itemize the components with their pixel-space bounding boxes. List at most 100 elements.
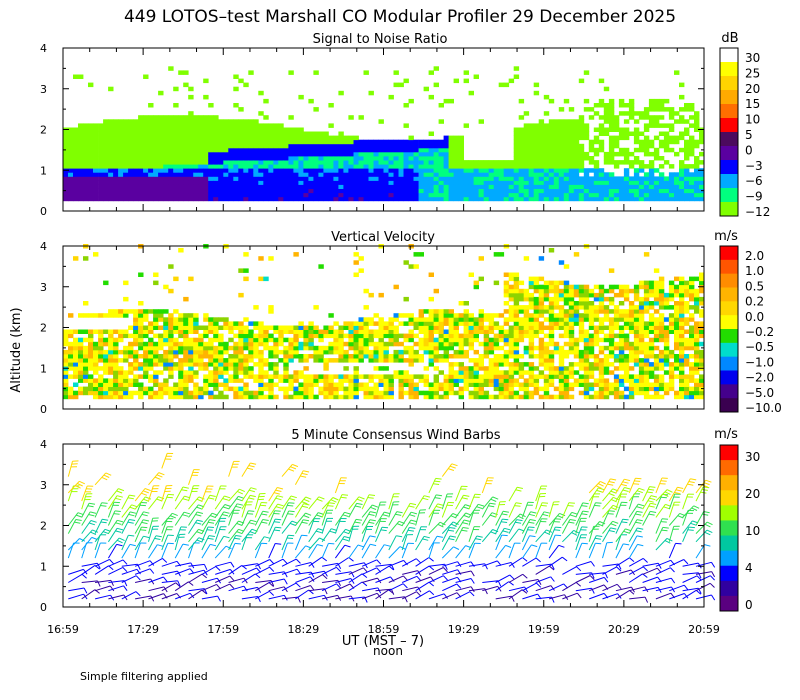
- snr-cell: [68, 196, 74, 202]
- snr-cell: [368, 196, 374, 202]
- snr-cell: [563, 127, 570, 132]
- velocity-cell: [183, 354, 189, 359]
- snr-cell: [523, 156, 530, 161]
- snr-cell: [358, 184, 364, 189]
- snr-cell: [488, 184, 495, 189]
- snr-cell: [643, 127, 650, 132]
- velocity-cell: [73, 390, 79, 396]
- snr-cell: [168, 172, 174, 177]
- velocity-cell: [408, 394, 414, 400]
- snr-cell: [228, 188, 234, 194]
- velocity-cell: [493, 333, 500, 339]
- velocity-cell: [493, 345, 500, 351]
- snr-cell: [674, 172, 680, 177]
- velocity-cell: [523, 394, 530, 400]
- snr-cell: [243, 164, 249, 169]
- snr-cell: [118, 180, 124, 185]
- snr-cell: [188, 127, 194, 132]
- velocity-cell: [608, 288, 615, 294]
- velocity-cell: [293, 354, 299, 359]
- snr-cell: [623, 119, 630, 124]
- velocity-cell: [694, 309, 700, 314]
- velocity-cell: [699, 309, 705, 314]
- snr-cell: [423, 172, 429, 177]
- snr-cell: [183, 123, 189, 128]
- velocity-cell: [663, 370, 670, 375]
- snr-cell: [473, 160, 479, 165]
- velocity-cell: [493, 321, 500, 326]
- velocity-cell: [638, 390, 645, 396]
- velocity-cell: [393, 370, 399, 375]
- snr-cell: [193, 168, 199, 173]
- velocity-cell: [543, 394, 550, 400]
- snr-cell: [153, 143, 159, 149]
- snr-cell: [63, 176, 69, 181]
- velocity-cell: [679, 370, 685, 375]
- snr-cell: [513, 127, 520, 132]
- velocity-cell: [603, 362, 610, 367]
- snr-cell: [433, 156, 439, 161]
- snr-cell: [188, 119, 194, 124]
- snr-cell: [163, 192, 169, 198]
- snr-cell: [518, 115, 525, 120]
- velocity-cell: [699, 333, 705, 339]
- snr-cell: [163, 176, 169, 181]
- snr-cell: [478, 160, 484, 165]
- snr-cell: [273, 172, 279, 177]
- snr-cell: [263, 151, 269, 157]
- velocity-cell: [498, 345, 505, 351]
- velocity-cell: [93, 313, 99, 318]
- snr-cell: [648, 192, 655, 198]
- velocity-cell: [183, 337, 189, 343]
- velocity-cell: [533, 366, 540, 371]
- velocity-cell: [648, 386, 655, 392]
- snr-cell: [118, 172, 124, 177]
- velocity-cell: [193, 386, 199, 392]
- wind-barb-flag: [91, 536, 98, 540]
- velocity-cell: [178, 333, 184, 339]
- velocity-cell: [679, 386, 685, 392]
- velocity-cell: [278, 333, 284, 339]
- snr-cell: [258, 151, 264, 157]
- velocity-cell: [403, 374, 409, 379]
- snr-cell: [148, 192, 154, 198]
- wind-barb-flag: [100, 505, 107, 507]
- velocity-cell: [138, 394, 144, 400]
- velocity-cell: [338, 358, 344, 363]
- snr-cell: [198, 143, 204, 149]
- velocity-cell: [558, 292, 565, 298]
- snr-cell: [318, 156, 324, 161]
- snr-cell: [83, 156, 89, 161]
- snr-cell: [243, 180, 249, 185]
- velocity-cell: [298, 329, 304, 334]
- snr-cell: [358, 172, 364, 177]
- velocity-cell: [83, 378, 89, 383]
- velocity-cell: [458, 349, 464, 355]
- snr-cell: [153, 192, 159, 198]
- snr-cell: [518, 168, 525, 173]
- velocity-cell: [88, 390, 94, 396]
- snr-cell: [258, 139, 264, 145]
- snr-cell: [408, 188, 414, 194]
- snr-cell: [643, 139, 650, 145]
- velocity-cell: [668, 284, 675, 290]
- velocity-cell: [63, 394, 69, 400]
- velocity-cell: [558, 358, 565, 363]
- snr-cell: [473, 172, 479, 177]
- snr-cell: [248, 168, 254, 173]
- snr-cell: [423, 196, 429, 202]
- snr-cell: [298, 151, 304, 157]
- velocity-cell: [628, 325, 635, 330]
- snr-cell: [248, 160, 254, 165]
- velocity-cell: [178, 366, 184, 371]
- velocity-cell: [633, 362, 640, 367]
- velocity-cell: [343, 325, 349, 330]
- velocity-cell: [218, 337, 224, 343]
- velocity-cell: [563, 366, 570, 371]
- velocity-cell: [368, 333, 374, 339]
- velocity-cell: [463, 309, 469, 314]
- snr-cell: [88, 160, 94, 165]
- snr-cell: [253, 143, 259, 149]
- velocity-cell: [228, 354, 234, 359]
- snr-cell: [313, 107, 319, 112]
